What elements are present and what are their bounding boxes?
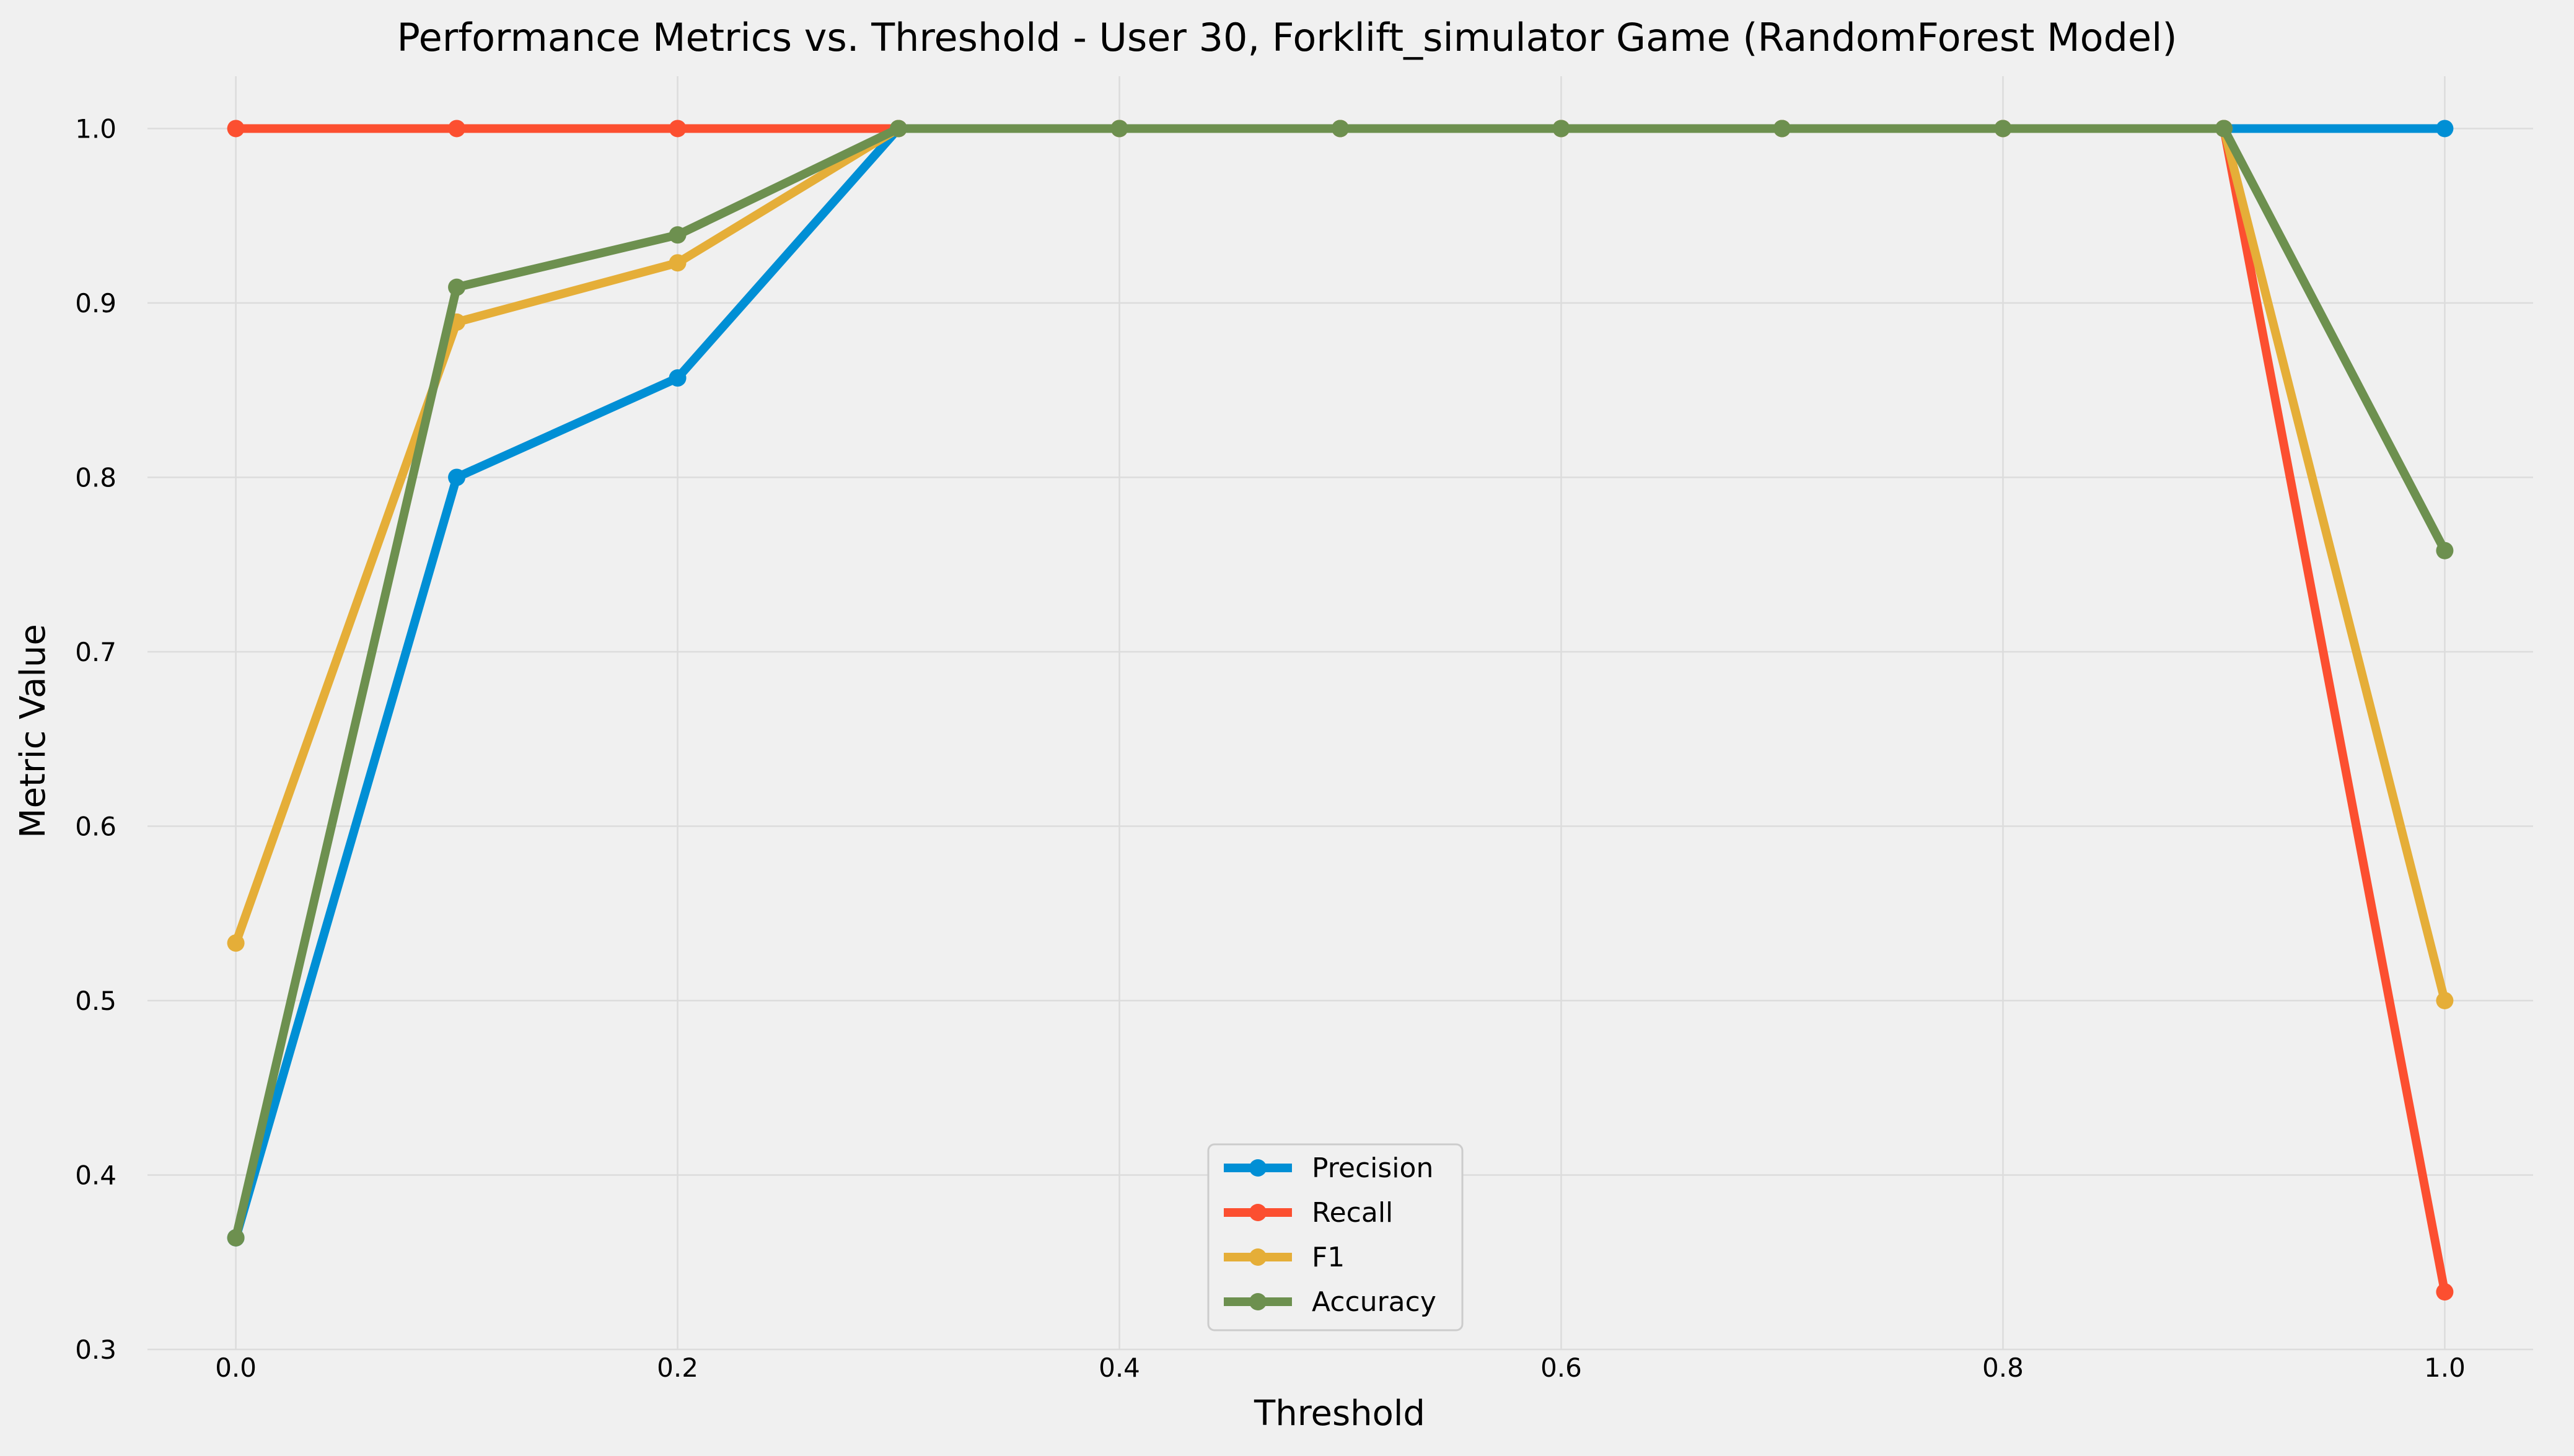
y-tick-label: 0.8 bbox=[75, 462, 116, 493]
y-tick-label: 0.3 bbox=[75, 1335, 116, 1365]
data-point-accuracy bbox=[1332, 120, 1349, 138]
data-point-f1 bbox=[669, 254, 687, 272]
y-tick-label: 0.9 bbox=[75, 288, 116, 318]
x-tick-label: 0.6 bbox=[1540, 1353, 1582, 1383]
x-tick-label: 0.4 bbox=[1099, 1353, 1140, 1383]
data-point-accuracy bbox=[227, 1229, 245, 1247]
data-point-recall bbox=[669, 120, 687, 138]
series-lines bbox=[227, 120, 2454, 1301]
x-tick-label: 0.8 bbox=[1982, 1353, 2024, 1383]
y-tick-label: 0.5 bbox=[75, 986, 116, 1016]
data-point-recall bbox=[448, 120, 466, 138]
data-point-accuracy bbox=[1773, 120, 1791, 138]
legend-label-recall: Recall bbox=[1312, 1197, 1393, 1229]
x-tick-label: 1.0 bbox=[2424, 1353, 2466, 1383]
series-accuracy bbox=[227, 120, 2454, 1247]
tick-labels: 0.0 0.2 0.4 0.6 0.8 1.0 0.3 0.4 0.5 0.6 0.7 0.8 0.9 1… bbox=[75, 113, 2466, 1383]
x-tick-label: 0.0 bbox=[215, 1353, 257, 1383]
legend-marker-accuracy bbox=[1249, 1293, 1267, 1310]
data-point-accuracy bbox=[2436, 542, 2454, 559]
y-tick-label: 0.7 bbox=[75, 637, 116, 667]
data-point-precision bbox=[448, 468, 466, 486]
data-point-accuracy bbox=[669, 226, 687, 244]
legend-label-accuracy: Accuracy bbox=[1312, 1286, 1436, 1318]
data-point-f1 bbox=[2436, 991, 2454, 1009]
legend-marker-recall bbox=[1249, 1204, 1267, 1221]
data-point-precision bbox=[669, 369, 687, 387]
data-point-accuracy bbox=[890, 120, 908, 138]
legend-box bbox=[1207, 1143, 1464, 1331]
legend-label-precision: Precision bbox=[1312, 1152, 1433, 1184]
data-point-recall bbox=[227, 120, 245, 138]
legend-label-f1: F1 bbox=[1312, 1242, 1345, 1273]
y-tick-label: 0.4 bbox=[75, 1160, 116, 1190]
y-axis-label: Metric Value bbox=[13, 624, 53, 838]
x-tick-label: 0.2 bbox=[657, 1353, 698, 1383]
x-axis-label: Threshold bbox=[1254, 1393, 1425, 1434]
data-point-accuracy bbox=[1994, 120, 2012, 138]
chart-title: Performance Metrics vs. Threshold - User… bbox=[397, 15, 2177, 60]
data-point-f1 bbox=[227, 934, 245, 952]
data-point-accuracy bbox=[1110, 120, 1128, 138]
data-point-accuracy bbox=[448, 278, 466, 296]
data-point-accuracy bbox=[2215, 120, 2233, 138]
legend: Precision Recall F1 Accuracy bbox=[1207, 1143, 1464, 1331]
y-tick-label: 1.0 bbox=[75, 113, 116, 144]
data-point-accuracy bbox=[1552, 120, 1570, 138]
legend-marker-precision bbox=[1249, 1159, 1267, 1177]
data-point-recall bbox=[2436, 1283, 2454, 1301]
data-point-precision bbox=[2436, 120, 2454, 138]
legend-marker-f1 bbox=[1249, 1248, 1267, 1266]
y-tick-label: 0.6 bbox=[75, 811, 116, 841]
